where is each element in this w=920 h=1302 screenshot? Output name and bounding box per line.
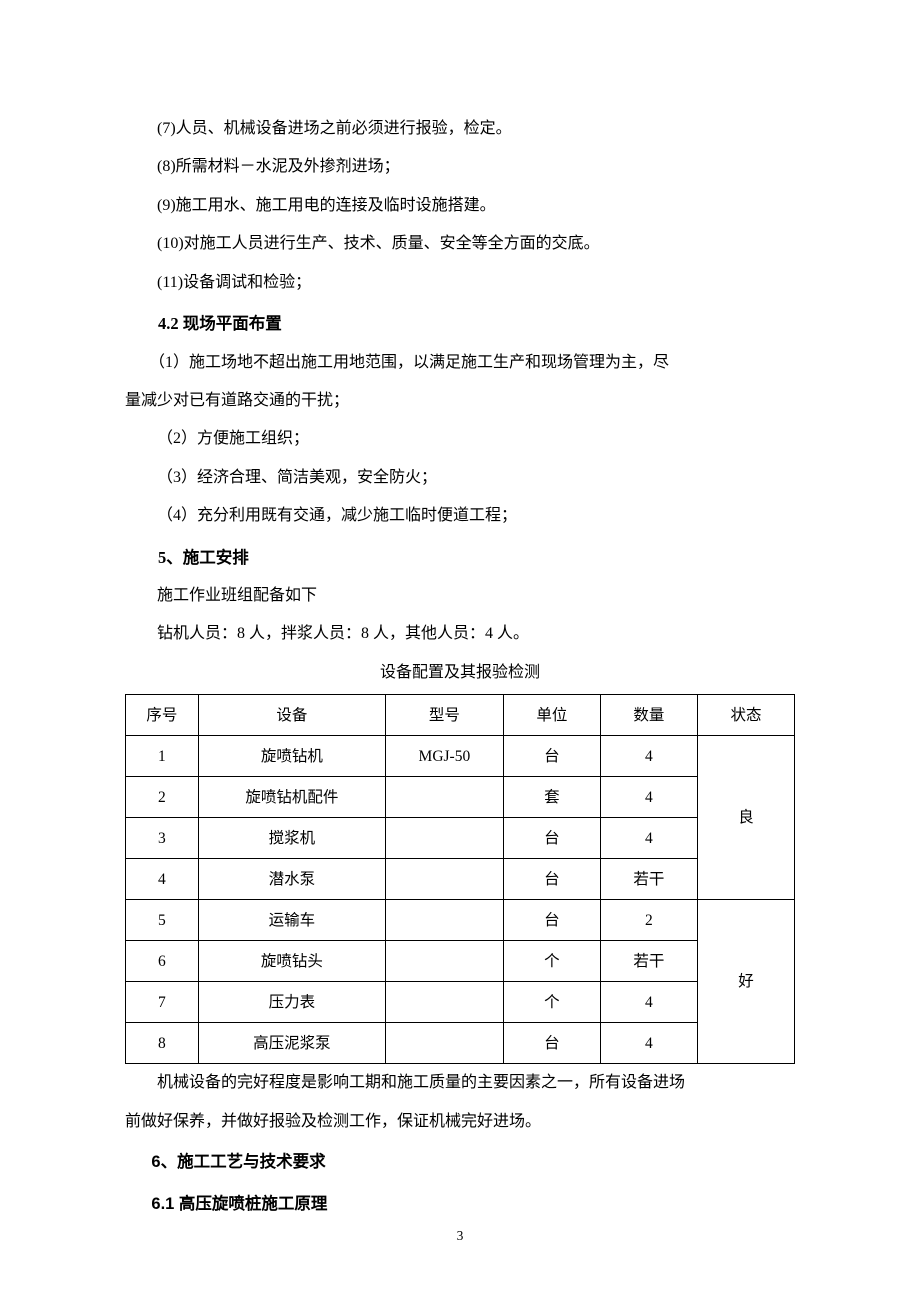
heading-6-1: 6.1 高压旋喷桩施工原理 (125, 1185, 795, 1225)
heading-4-2: 4.2 现场平面布置 (125, 304, 795, 344)
table-header-row: 序号 设备 型号 单位 数量 状态 (126, 695, 795, 736)
table-row: 2 旋喷钻机配件 套 4 (126, 777, 795, 818)
cell-equipment: 潜水泵 (198, 859, 385, 900)
th-equipment: 设备 (198, 695, 385, 736)
th-qty: 数量 (600, 695, 697, 736)
cell-qty: 4 (600, 982, 697, 1023)
paragraph-4-2-1-line2: 量减少对已有道路交通的干扰； (125, 382, 795, 420)
cell-model: MGJ-50 (385, 736, 503, 777)
paragraph-9: (9)施工用水、施工用电的连接及临时设施搭建。 (125, 187, 795, 225)
paragraph-4-2-3: （3）经济合理、简洁美观，安全防火； (125, 459, 795, 497)
th-seq: 序号 (126, 695, 199, 736)
table-row: 6 旋喷钻头 个 若干 (126, 941, 795, 982)
cell-model (385, 777, 503, 818)
cell-equipment: 旋喷钻机配件 (198, 777, 385, 818)
cell-model (385, 982, 503, 1023)
cell-seq: 6 (126, 941, 199, 982)
table-row: 7 压力表 个 4 (126, 982, 795, 1023)
heading-6: 6、施工工艺与技术要求 (125, 1143, 795, 1183)
cell-model (385, 818, 503, 859)
paragraph-equipment-note-line2: 前做好保养，并做好报验及检测工作，保证机械完好进场。 (125, 1103, 795, 1141)
heading-5: 5、施工安排 (125, 538, 795, 578)
cell-status-ok: 好 (697, 900, 794, 1064)
cell-qty: 2 (600, 900, 697, 941)
paragraph-5-intro: 施工作业班组配备如下 (125, 577, 795, 615)
paragraph-7: (7)人员、机械设备进场之前必须进行报验，检定。 (125, 110, 795, 148)
cell-equipment: 运输车 (198, 900, 385, 941)
paragraph-4-2-1-line1: （1）施工场地不超出施工用地范围，以满足施工生产和现场管理为主，尽 (125, 344, 795, 382)
cell-unit: 台 (503, 859, 600, 900)
equipment-table: 序号 设备 型号 单位 数量 状态 1 旋喷钻机 MGJ-50 台 4 良 2 … (125, 694, 795, 1064)
cell-unit: 个 (503, 941, 600, 982)
table-row: 4 潜水泵 台 若干 (126, 859, 795, 900)
cell-unit: 套 (503, 777, 600, 818)
table-row: 3 搅浆机 台 4 (126, 818, 795, 859)
cell-qty: 4 (600, 1023, 697, 1064)
cell-unit: 台 (503, 1023, 600, 1064)
table-row: 1 旋喷钻机 MGJ-50 台 4 良 (126, 736, 795, 777)
paragraph-4-2-4: （4）充分利用既有交通，减少施工临时便道工程； (125, 497, 795, 535)
cell-qty: 4 (600, 818, 697, 859)
paragraph-10: (10)对施工人员进行生产、技术、质量、安全等全方面的交底。 (125, 225, 795, 263)
cell-seq: 7 (126, 982, 199, 1023)
th-unit: 单位 (503, 695, 600, 736)
th-status: 状态 (697, 695, 794, 736)
cell-seq: 5 (126, 900, 199, 941)
cell-qty: 若干 (600, 859, 697, 900)
cell-equipment: 旋喷钻头 (198, 941, 385, 982)
cell-seq: 8 (126, 1023, 199, 1064)
cell-model (385, 941, 503, 982)
paragraph-equipment-note-line1: 机械设备的完好程度是影响工期和施工质量的主要因素之一，所有设备进场 (125, 1064, 795, 1102)
cell-seq: 3 (126, 818, 199, 859)
cell-unit: 台 (503, 818, 600, 859)
cell-seq: 1 (126, 736, 199, 777)
page-number: 3 (0, 1228, 920, 1244)
cell-model (385, 859, 503, 900)
cell-qty: 4 (600, 777, 697, 818)
cell-status-good: 良 (697, 736, 794, 900)
table-row: 8 高压泥浆泵 台 4 (126, 1023, 795, 1064)
cell-unit: 台 (503, 900, 600, 941)
cell-equipment: 压力表 (198, 982, 385, 1023)
cell-seq: 4 (126, 859, 199, 900)
cell-model (385, 900, 503, 941)
paragraph-5-staff: 钻机人员：8 人，拌浆人员：8 人，其他人员：4 人。 (125, 615, 795, 653)
table-row: 5 运输车 台 2 好 (126, 900, 795, 941)
cell-qty: 若干 (600, 941, 697, 982)
paragraph-4-2-2: （2）方便施工组织； (125, 420, 795, 458)
paragraph-8: (8)所需材料－水泥及外掺剂进场； (125, 148, 795, 186)
cell-seq: 2 (126, 777, 199, 818)
th-model: 型号 (385, 695, 503, 736)
cell-equipment: 旋喷钻机 (198, 736, 385, 777)
paragraph-11: (11)设备调试和检验； (125, 264, 795, 302)
cell-equipment: 搅浆机 (198, 818, 385, 859)
cell-equipment: 高压泥浆泵 (198, 1023, 385, 1064)
cell-unit: 台 (503, 736, 600, 777)
cell-qty: 4 (600, 736, 697, 777)
table-title: 设备配置及其报验检测 (125, 654, 795, 692)
cell-unit: 个 (503, 982, 600, 1023)
cell-model (385, 1023, 503, 1064)
document-content: (7)人员、机械设备进场之前必须进行报验，检定。 (8)所需材料－水泥及外掺剂进… (125, 110, 795, 1224)
